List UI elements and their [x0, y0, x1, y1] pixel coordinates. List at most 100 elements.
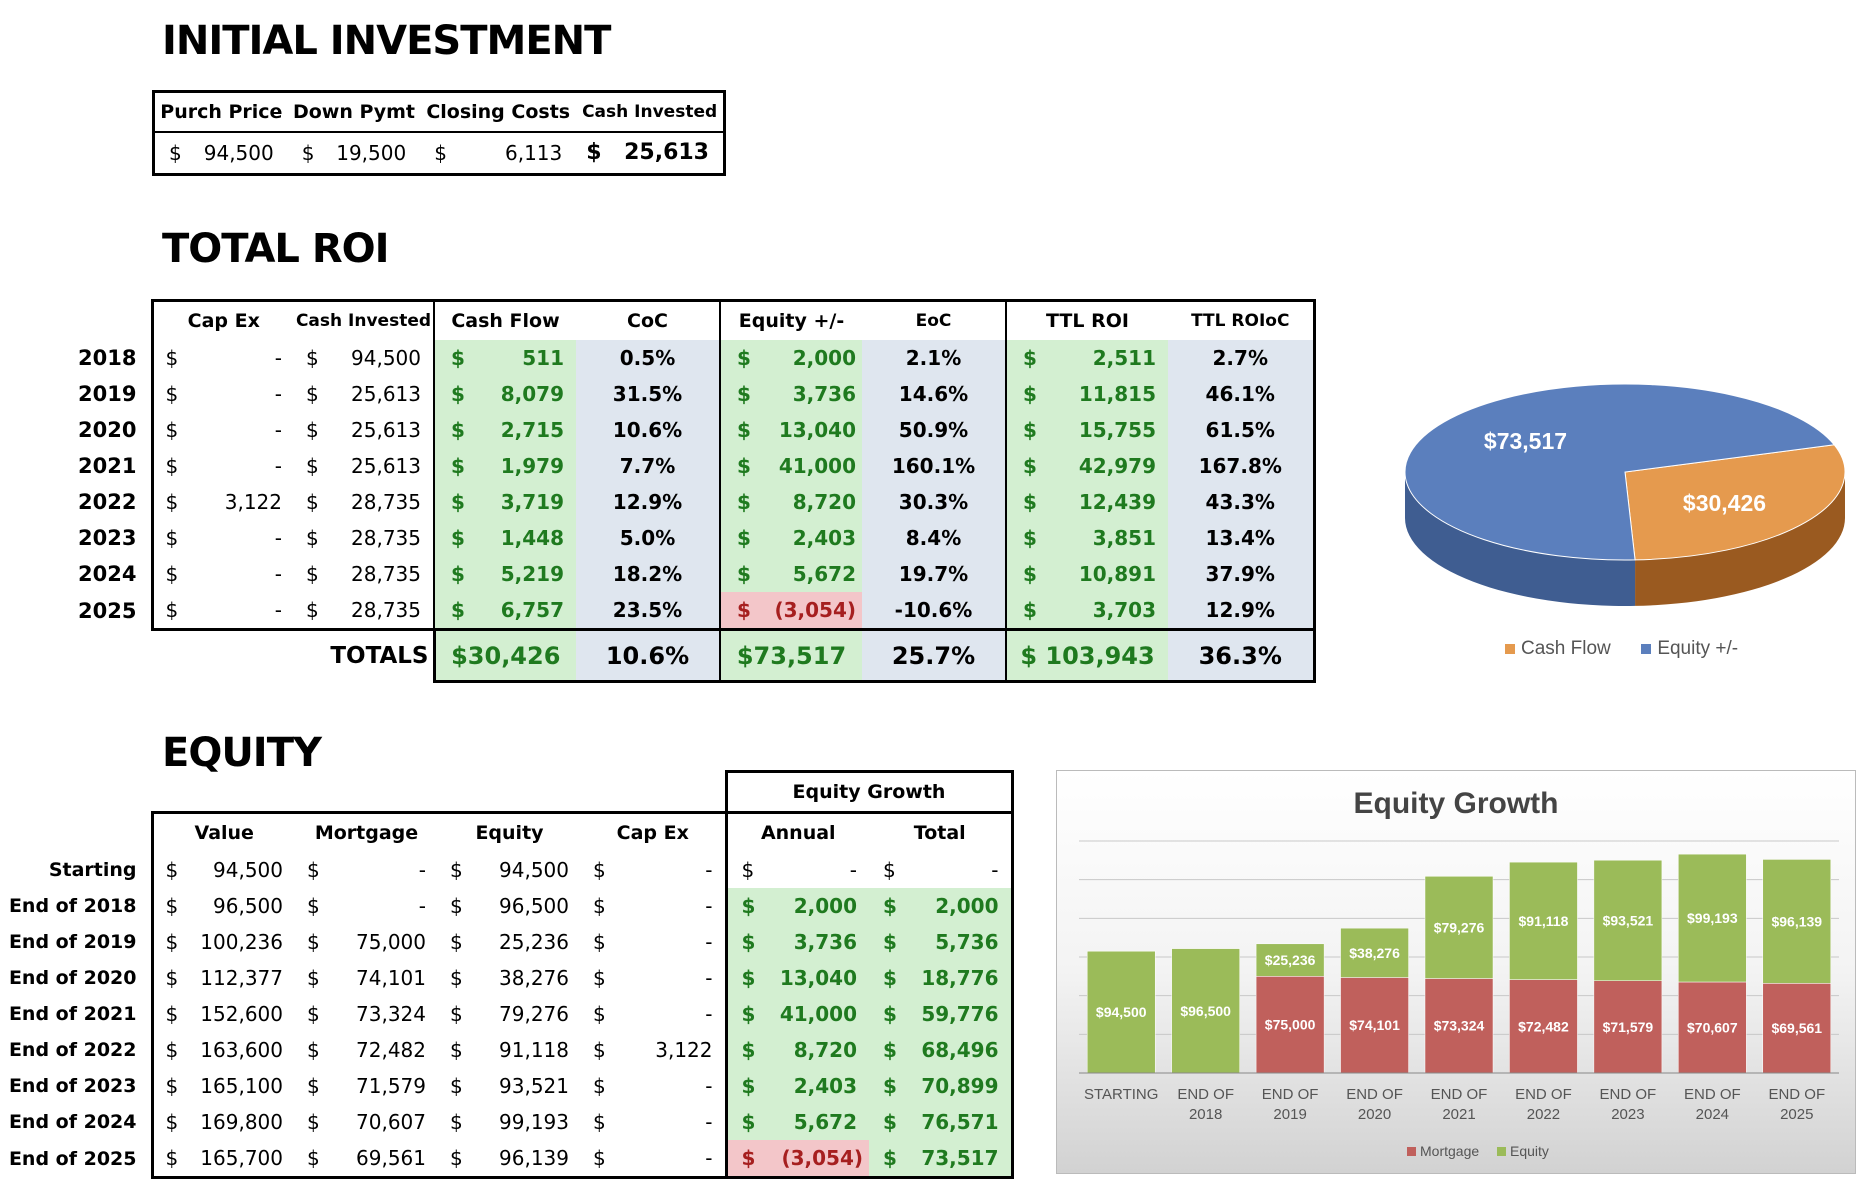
roi-equity: (3,054): [774, 598, 856, 622]
bar-label-equity: $99,193: [1687, 910, 1738, 926]
bar-mortgage: [1424, 978, 1494, 1074]
eq-capex: -: [705, 858, 713, 882]
roi-header-equity: Equity +/-: [720, 299, 862, 340]
eq-annual: 3,736: [793, 930, 857, 954]
eq-equity: 91,118: [499, 1038, 569, 1062]
roi-eoc: 14.6%: [862, 376, 1007, 412]
bar-mortgage: [1340, 977, 1409, 1074]
roi-capex: -: [274, 598, 282, 622]
total-equity: $73,517: [720, 628, 862, 683]
total-coc: 10.6%: [576, 628, 721, 683]
eq-capex: -: [705, 1146, 713, 1170]
bar-label-equity: $38,276: [1349, 945, 1400, 961]
equity-row-label: End of 2024: [8, 1111, 137, 1133]
eq-capex: -: [705, 966, 713, 990]
bar-equity: [1086, 950, 1156, 1074]
roi-cash-invested: 28,735: [351, 526, 421, 550]
roi-cash-invested: 28,735: [351, 490, 421, 514]
roi-cash-flow: 511: [522, 346, 564, 370]
roi-ttl-roioc: 37.9%: [1168, 556, 1316, 592]
bar-mortgage: [1678, 981, 1747, 1074]
roi-cash-invested: 25,613: [351, 418, 421, 442]
roi-cash-flow: 1,979: [500, 454, 564, 478]
eq-mortgage: 72,482: [356, 1038, 426, 1062]
roi-equity: 2,403: [792, 526, 856, 550]
x-tick-label: 2020: [1358, 1106, 1391, 1123]
equity-growth-chart-title: Equity Growth: [1353, 787, 1559, 820]
bar-equity: [1762, 859, 1832, 984]
bar-label-equity: $96,139: [1771, 913, 1822, 929]
eq-annual: 2,000: [793, 894, 857, 918]
pie-slice-cash-flow: [1624, 444, 1846, 561]
x-tick-label: 2025: [1780, 1106, 1813, 1123]
eq-mortgage: 69,561: [356, 1146, 426, 1170]
equity-table: Equity Growth Value Mortgage Equity Cap …: [0, 770, 1014, 1179]
roi-ttl-roi: 3,851: [1092, 526, 1156, 550]
roi-ttl-roi: 12,439: [1078, 490, 1156, 514]
roi-row: 2020 $ - $25,613 $2,715 10.6% $13,040 50.9% $15,…: [30, 412, 1316, 448]
x-tick-label: 2021: [1442, 1106, 1475, 1123]
roi-ttl-roioc: 13.4%: [1168, 520, 1316, 556]
roi-capex: 3,122: [224, 490, 282, 514]
legend-equity: Equity: [1510, 1143, 1549, 1159]
equity-row-label: End of 2018: [8, 895, 137, 917]
roi-capex: -: [274, 382, 282, 406]
roi-coc: 31.5%: [576, 376, 721, 412]
roi-ttl-roi: 2,511: [1092, 346, 1156, 370]
roi-equity: 5,672: [792, 562, 856, 586]
legend-cash-flow: Cash Flow: [1521, 638, 1611, 659]
roi-coc: 18.2%: [576, 556, 721, 592]
eq-mortgage: 74,101: [356, 966, 426, 990]
roi-eoc: 50.9%: [862, 412, 1007, 448]
roi-ttl-roioc: 2.7%: [1168, 340, 1316, 376]
bar-equity: [1255, 943, 1325, 977]
eq-equity: 96,500: [499, 894, 569, 918]
eq-annual: 8,720: [793, 1038, 857, 1062]
pie-label-equity: $73,517: [1484, 428, 1567, 454]
eq-capex: -: [705, 1110, 713, 1134]
bar-label-mortgage: $71,579: [1603, 1019, 1654, 1035]
roi-cash-invested: 28,735: [351, 562, 421, 586]
roi-cash-invested: 28,735: [351, 598, 421, 622]
roi-ttl-roi: 42,979: [1078, 454, 1156, 478]
eq-total: -: [991, 858, 999, 882]
roi-ttl-roioc: 61.5%: [1168, 412, 1316, 448]
totals-label: TOTALS: [330, 643, 429, 670]
roi-eoc: 160.1%: [862, 448, 1007, 484]
eq-value: 100,236: [200, 930, 283, 954]
equity-growth-header: Equity Growth: [724, 770, 1014, 814]
bar-mortgage: [1255, 976, 1325, 1074]
x-tick-label: END OF: [1346, 1086, 1403, 1103]
legend-equity: Equity +/-: [1657, 638, 1739, 659]
roi-eoc: 19.7%: [862, 556, 1007, 592]
eq-equity: 94,500: [499, 858, 569, 882]
pie-slice-equity: [1404, 383, 1836, 561]
bar-label-mortgage: $69,561: [1771, 1020, 1822, 1036]
roi-row: 2023 $ - $28,735 $1,448 5.0% $2,403 8.4% $3,851 1…: [30, 520, 1316, 556]
eq-mortgage: 70,607: [356, 1110, 426, 1134]
eq-equity: 93,521: [499, 1074, 569, 1098]
roi-row-year: 2021: [78, 454, 137, 478]
bar-mortgage: [1509, 979, 1578, 1074]
x-tick-label: END OF: [1431, 1086, 1488, 1103]
equity-title: EQUITY: [162, 730, 322, 776]
roi-equity: 13,040: [778, 418, 856, 442]
roi-row: 2019 $ - $25,613 $8,079 31.5% $3,736 14.6% $11,8…: [30, 376, 1316, 412]
roi-capex: -: [274, 562, 282, 586]
bar-label-equity: $91,118: [1519, 913, 1569, 929]
roi-capex: -: [274, 346, 282, 370]
cash-invested-value: 25,613: [624, 140, 709, 166]
x-tick-label: 2019: [1273, 1106, 1306, 1123]
roi-cash-invested: 25,613: [351, 454, 421, 478]
total-ttl-roioc: 36.3%: [1168, 628, 1316, 683]
roi-cash-flow: 1,448: [500, 526, 564, 550]
roi-cash-flow: 6,757: [500, 598, 564, 622]
equity-growth-chart-frame: Equity Growth $-$94,500STARTING$-$96,500…: [1056, 770, 1856, 1174]
eq-total: 70,899: [921, 1074, 999, 1098]
x-tick-label: END OF: [1515, 1086, 1572, 1103]
roi-eoc: -10.6%: [862, 592, 1007, 631]
eq-total: 2,000: [935, 894, 999, 918]
equity-row-label: End of 2021: [8, 1003, 137, 1025]
purch-price-value: 94,500: [203, 140, 274, 165]
